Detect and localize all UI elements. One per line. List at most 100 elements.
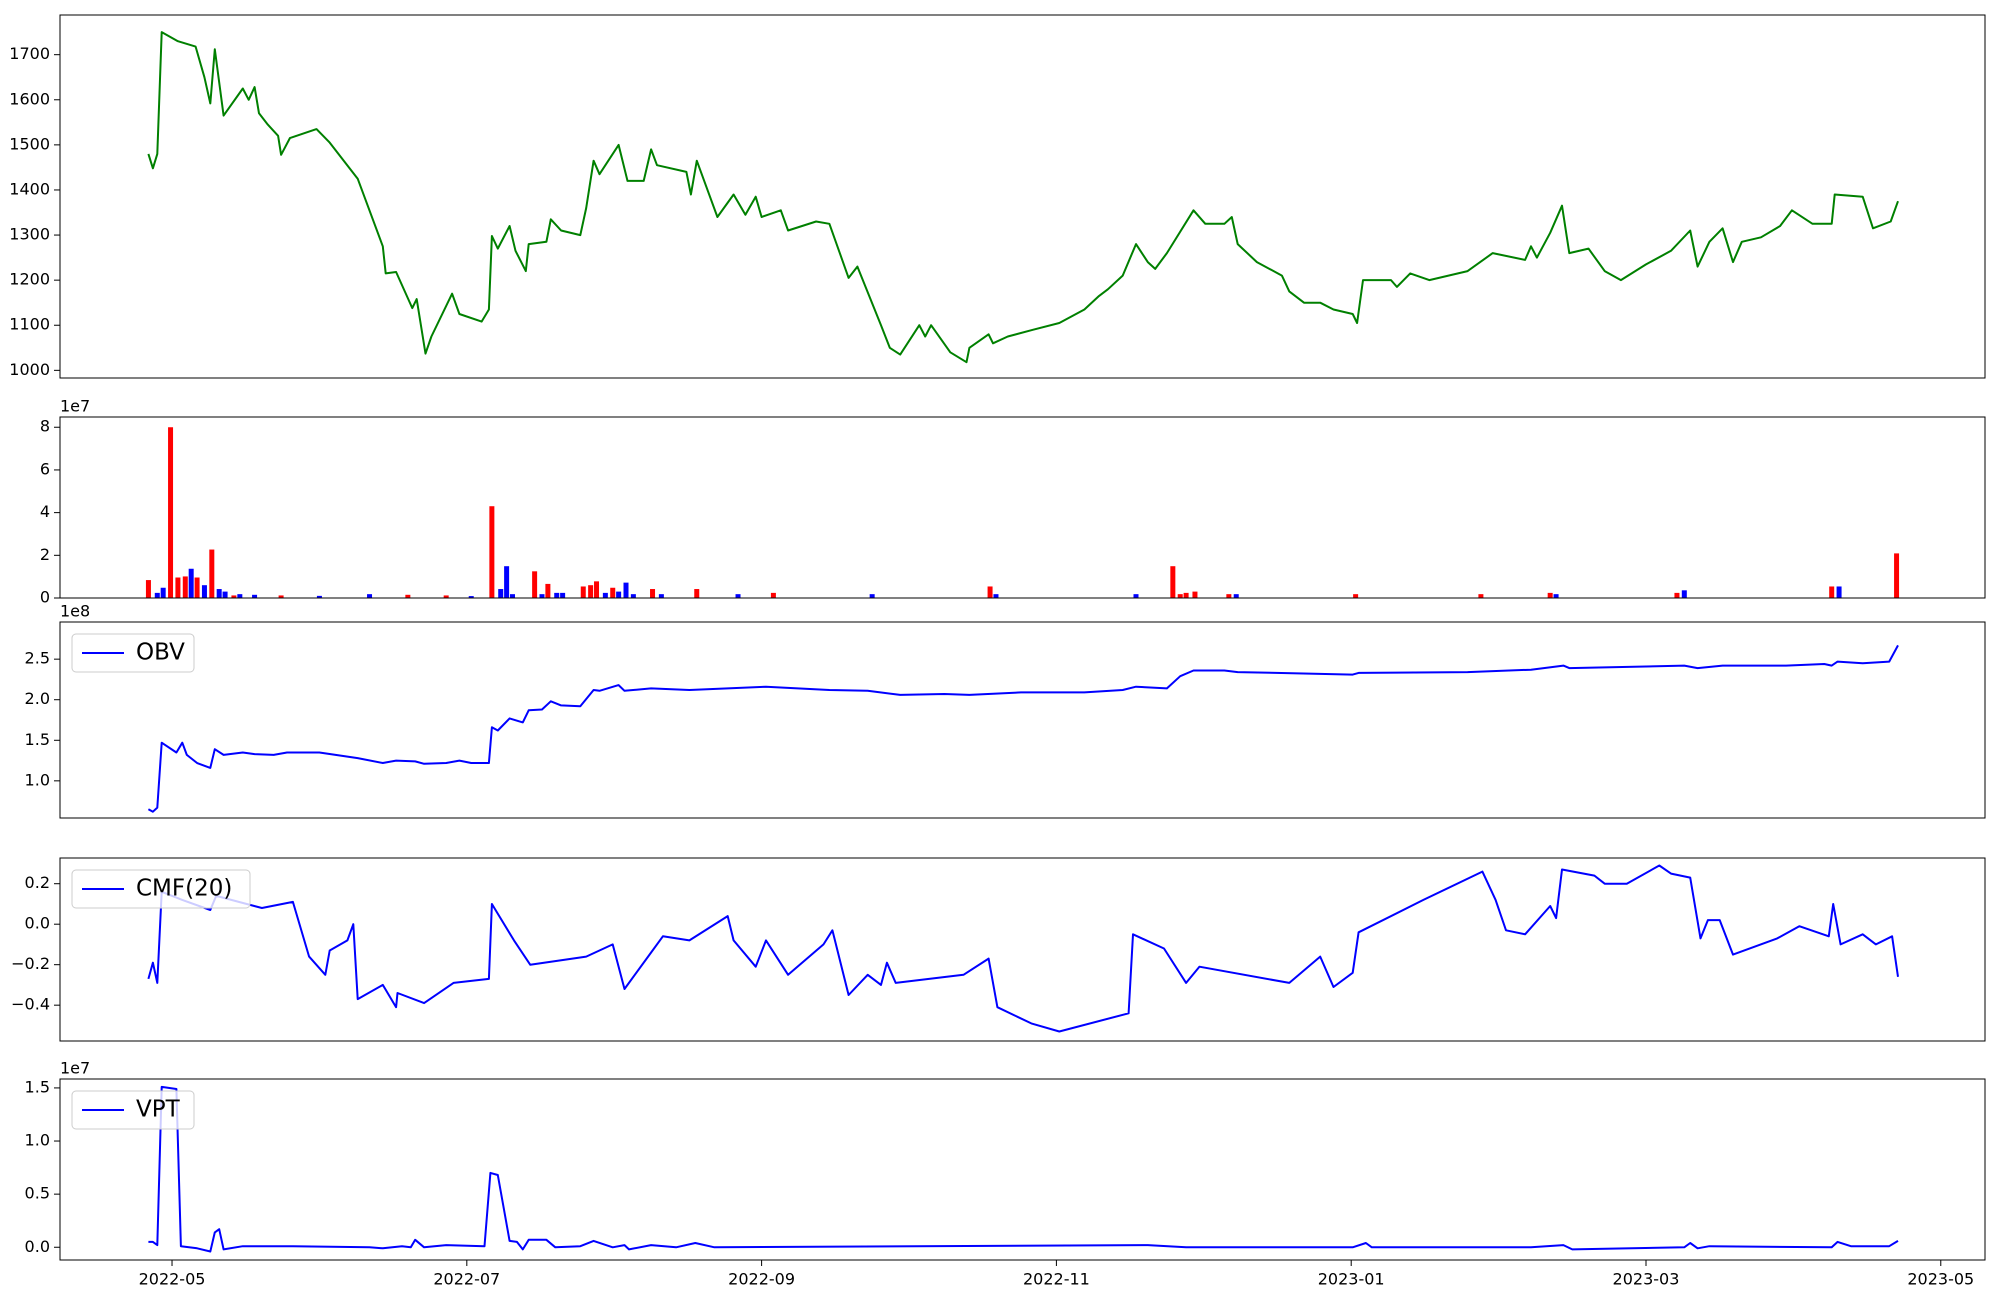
bar bbox=[209, 549, 215, 598]
y-tick-label: 6 bbox=[40, 459, 50, 478]
x-tick-label: 2022-05 bbox=[139, 1270, 206, 1289]
line bbox=[147, 644, 1899, 813]
axes-frame bbox=[59, 857, 1986, 1042]
bar bbox=[237, 594, 243, 598]
axes-frame bbox=[59, 1078, 1986, 1261]
bar bbox=[735, 594, 741, 598]
y-tick-label: 2.0 bbox=[25, 689, 50, 708]
bar bbox=[594, 581, 600, 598]
bar bbox=[869, 594, 875, 598]
axes-frame bbox=[59, 621, 1986, 819]
bar bbox=[770, 592, 776, 598]
bar bbox=[1233, 594, 1239, 598]
legend-label: CMF(20) bbox=[136, 876, 232, 902]
offset-label: 1e8 bbox=[60, 602, 90, 621]
y-tick-label: 1700 bbox=[9, 44, 50, 63]
bar bbox=[510, 594, 516, 598]
bar bbox=[216, 589, 222, 598]
legend-box bbox=[71, 869, 251, 909]
bar bbox=[316, 595, 322, 598]
bar bbox=[468, 596, 474, 598]
axes-frame bbox=[59, 416, 1986, 599]
y-tick-label: 1300 bbox=[9, 225, 50, 244]
bar bbox=[1183, 592, 1189, 598]
bar bbox=[1133, 594, 1139, 598]
offset-label: 1e7 bbox=[60, 1059, 90, 1078]
y-tick-label: 4 bbox=[40, 502, 50, 521]
bar bbox=[1894, 553, 1900, 598]
y-tick-label: −0.4 bbox=[11, 995, 50, 1014]
x-tick-label: 2022-09 bbox=[728, 1270, 795, 1289]
bar bbox=[1674, 592, 1680, 598]
y-tick-label: 0.0 bbox=[25, 914, 50, 933]
bar bbox=[231, 595, 237, 598]
offset-label: 1e7 bbox=[60, 397, 90, 416]
bar bbox=[560, 592, 566, 598]
bar bbox=[182, 576, 188, 598]
y-tick-label: 0.5 bbox=[25, 1184, 50, 1203]
bar bbox=[554, 592, 560, 598]
bar bbox=[160, 587, 166, 598]
bar bbox=[610, 587, 616, 598]
y-tick-label: 1200 bbox=[9, 270, 50, 289]
bar bbox=[194, 577, 200, 598]
x-tick-label: 2022-07 bbox=[433, 1270, 500, 1289]
y-tick-label: 1000 bbox=[9, 360, 50, 379]
bar bbox=[498, 589, 504, 598]
bar bbox=[1170, 566, 1176, 598]
x-tick-label: 2023-03 bbox=[1613, 1270, 1680, 1289]
x-tick-label: 2023-05 bbox=[1907, 1270, 1974, 1289]
bar bbox=[616, 591, 622, 598]
bar bbox=[588, 585, 594, 598]
legend-label: VPT bbox=[136, 1097, 181, 1123]
bar bbox=[222, 591, 228, 598]
bar bbox=[532, 571, 538, 598]
bar bbox=[694, 589, 700, 598]
y-tick-label: 1500 bbox=[9, 134, 50, 153]
y-tick-label: 1.0 bbox=[25, 1131, 50, 1150]
bar bbox=[602, 592, 608, 598]
line bbox=[148, 1085, 1899, 1253]
bar bbox=[545, 583, 551, 598]
bar bbox=[658, 594, 664, 598]
bar bbox=[504, 566, 510, 598]
y-tick-label: 1.0 bbox=[25, 770, 50, 789]
bar bbox=[580, 586, 586, 598]
bar bbox=[188, 568, 194, 598]
bar bbox=[623, 582, 629, 598]
bar bbox=[405, 594, 411, 598]
bar bbox=[1681, 590, 1687, 598]
bar bbox=[1226, 594, 1232, 598]
bar bbox=[443, 595, 449, 598]
bar bbox=[154, 592, 160, 598]
bar bbox=[630, 594, 636, 598]
bar bbox=[1192, 591, 1198, 598]
bar bbox=[987, 586, 993, 598]
axes-frame bbox=[59, 14, 1986, 379]
legend-box bbox=[71, 1090, 195, 1130]
bar bbox=[145, 580, 151, 598]
legend-box bbox=[71, 633, 195, 673]
y-tick-label: 2.5 bbox=[25, 649, 50, 668]
bar bbox=[539, 594, 545, 598]
y-tick-label: 0.2 bbox=[25, 873, 50, 892]
y-tick-label: 0.0 bbox=[25, 1237, 50, 1256]
bar bbox=[1177, 594, 1183, 598]
x-tick-label: 2022-11 bbox=[1023, 1270, 1090, 1289]
y-tick-label: 1400 bbox=[9, 179, 50, 198]
bar bbox=[1553, 594, 1559, 598]
x-tick-label: 2023-01 bbox=[1318, 1270, 1385, 1289]
bar bbox=[367, 594, 373, 598]
bar bbox=[1478, 594, 1484, 598]
bar bbox=[201, 585, 207, 598]
legend-label: OBV bbox=[136, 640, 185, 666]
bar bbox=[1353, 594, 1359, 598]
y-tick-label: −0.2 bbox=[11, 954, 50, 973]
y-tick-label: 1.5 bbox=[25, 1077, 50, 1096]
bar bbox=[252, 594, 258, 598]
y-tick-label: 1.5 bbox=[25, 730, 50, 749]
bar bbox=[650, 589, 656, 598]
bar bbox=[489, 506, 495, 598]
bar bbox=[1836, 586, 1842, 598]
